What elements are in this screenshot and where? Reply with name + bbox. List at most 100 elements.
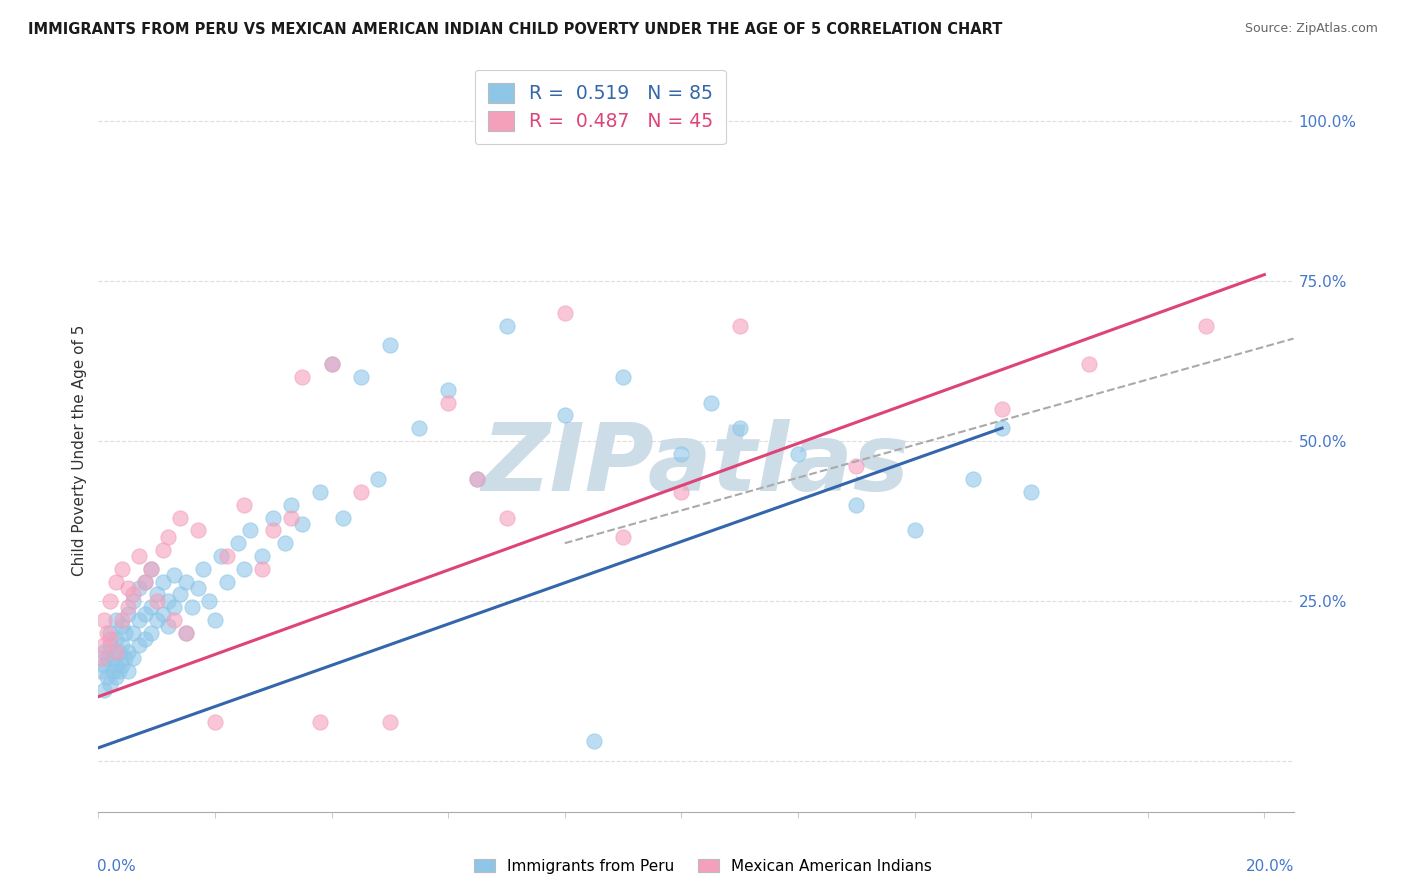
Point xyxy=(139,562,162,576)
Point xyxy=(104,670,127,684)
Point xyxy=(582,734,605,748)
Point xyxy=(157,530,180,544)
Point xyxy=(139,562,162,576)
Point xyxy=(98,625,121,640)
Point xyxy=(117,664,139,678)
Point xyxy=(128,581,150,595)
Point xyxy=(96,625,118,640)
Point xyxy=(204,613,226,627)
Point xyxy=(367,472,389,486)
Point xyxy=(90,664,112,678)
Point xyxy=(215,549,238,563)
Point xyxy=(215,574,238,589)
Point xyxy=(122,587,145,601)
Point xyxy=(250,562,273,576)
Text: 20.0%: 20.0% xyxy=(1246,859,1295,873)
Text: IMMIGRANTS FROM PERU VS MEXICAN AMERICAN INDIAN CHILD POVERTY UNDER THE AGE OF 5: IMMIGRANTS FROM PERU VS MEXICAN AMERICAN… xyxy=(28,22,1002,37)
Point xyxy=(101,664,124,678)
Point xyxy=(186,581,208,595)
Point xyxy=(117,600,139,615)
Legend: Immigrants from Peru, Mexican American Indians: Immigrants from Peru, Mexican American I… xyxy=(468,853,938,880)
Point xyxy=(198,593,221,607)
Point xyxy=(93,613,115,627)
Point xyxy=(186,524,208,538)
Point xyxy=(152,542,174,557)
Point xyxy=(1195,318,1218,333)
Point xyxy=(250,549,273,563)
Point xyxy=(122,651,145,665)
Point xyxy=(117,645,139,659)
Point xyxy=(991,401,1014,416)
Point xyxy=(98,677,121,691)
Point xyxy=(98,639,121,653)
Point xyxy=(145,593,167,607)
Point xyxy=(228,536,250,550)
Point xyxy=(962,472,984,486)
Point xyxy=(122,593,145,607)
Point xyxy=(495,318,517,333)
Point xyxy=(728,421,751,435)
Point xyxy=(104,657,127,672)
Point xyxy=(350,370,373,384)
Point xyxy=(104,632,127,646)
Point xyxy=(104,613,127,627)
Point xyxy=(262,524,284,538)
Point xyxy=(437,395,460,409)
Point xyxy=(90,651,112,665)
Point xyxy=(157,619,180,633)
Point xyxy=(128,549,150,563)
Point xyxy=(111,639,134,653)
Point xyxy=(145,587,167,601)
Point xyxy=(309,485,332,500)
Legend: R =  0.519   N = 85, R =  0.487   N = 45: R = 0.519 N = 85, R = 0.487 N = 45 xyxy=(475,70,725,145)
Point xyxy=(101,651,124,665)
Point xyxy=(163,613,186,627)
Point xyxy=(280,498,302,512)
Point xyxy=(845,459,868,474)
Point xyxy=(93,683,115,698)
Point xyxy=(111,613,134,627)
Point xyxy=(309,715,332,730)
Point xyxy=(274,536,297,550)
Point xyxy=(108,645,131,659)
Point xyxy=(128,613,150,627)
Point xyxy=(699,395,721,409)
Point xyxy=(467,472,489,486)
Point xyxy=(163,568,186,582)
Point xyxy=(114,625,136,640)
Point xyxy=(169,587,191,601)
Point xyxy=(96,651,118,665)
Point xyxy=(174,625,197,640)
Point xyxy=(280,510,302,524)
Point xyxy=(408,421,430,435)
Point xyxy=(787,447,810,461)
Point xyxy=(139,625,162,640)
Point xyxy=(233,498,256,512)
Point xyxy=(180,600,202,615)
Point xyxy=(104,645,127,659)
Point xyxy=(117,607,139,621)
Text: 0.0%: 0.0% xyxy=(97,859,136,873)
Point xyxy=(612,370,634,384)
Text: ZIPatlas: ZIPatlas xyxy=(482,419,910,511)
Point xyxy=(991,421,1014,435)
Point xyxy=(96,670,118,684)
Point xyxy=(262,510,284,524)
Point xyxy=(903,524,925,538)
Point xyxy=(114,651,136,665)
Point xyxy=(111,619,134,633)
Text: Source: ZipAtlas.com: Source: ZipAtlas.com xyxy=(1244,22,1378,36)
Point xyxy=(122,625,145,640)
Point xyxy=(139,600,162,615)
Point xyxy=(174,574,197,589)
Point xyxy=(108,664,131,678)
Point xyxy=(93,639,115,653)
Point xyxy=(134,632,156,646)
Point xyxy=(93,657,115,672)
Point xyxy=(1019,485,1042,500)
Point xyxy=(209,549,232,563)
Y-axis label: Child Poverty Under the Age of 5: Child Poverty Under the Age of 5 xyxy=(72,325,87,576)
Point xyxy=(378,715,401,730)
Point xyxy=(145,613,167,627)
Point xyxy=(174,625,197,640)
